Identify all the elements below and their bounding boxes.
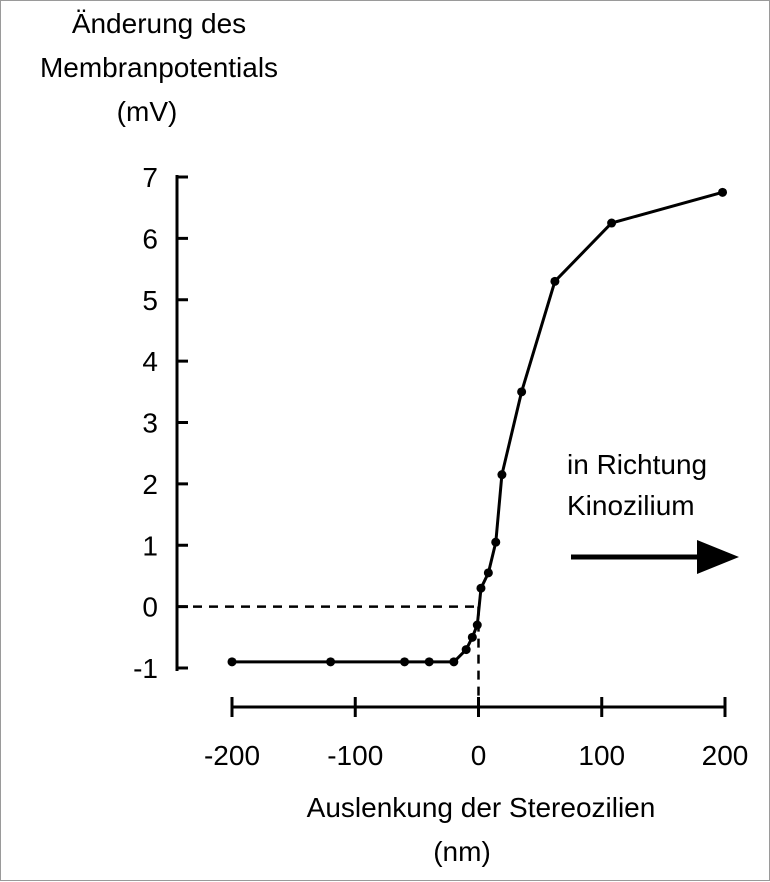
y-tick-label: 7 <box>142 162 158 193</box>
data-point <box>517 387 527 397</box>
y-axis-label-line-3: (mV) <box>117 96 178 127</box>
direction-arrow-icon <box>697 540 739 574</box>
x-axis-label-line-2: (nm) <box>433 836 491 867</box>
y-ticks-group: -1 0 1 2 3 4 5 6 7 <box>133 162 188 684</box>
x-tick-label: 100 <box>578 740 625 771</box>
y-tick-label: 6 <box>142 223 158 254</box>
data-point <box>227 657 237 667</box>
x-tick-label: 200 <box>702 740 749 771</box>
y-axis-label-line-1: Änderung des <box>72 8 246 39</box>
x-tick-label: -200 <box>204 740 260 771</box>
data-point <box>326 657 336 667</box>
data-point <box>491 537 501 547</box>
y-tick-label: 0 <box>142 592 158 623</box>
data-point <box>476 583 486 593</box>
data-point <box>467 632 477 642</box>
data-point <box>461 645 471 655</box>
x-ticks-group: -200 -100 0 100 200 <box>204 697 748 771</box>
y-axis-label-line-2: Membranpotentials <box>40 52 278 83</box>
data-point <box>424 657 434 667</box>
x-axis-label-line-1: Auslenkung der Stereozilien <box>307 792 656 823</box>
data-point <box>497 470 507 480</box>
x-tick-label: -100 <box>327 740 383 771</box>
data-point <box>550 276 560 286</box>
y-tick-label: 2 <box>142 469 158 500</box>
y-tick-label: 3 <box>142 408 158 439</box>
data-point <box>449 657 459 667</box>
y-tick-label: 4 <box>142 346 158 377</box>
data-points-group <box>227 187 728 667</box>
data-point <box>400 657 410 667</box>
data-point <box>607 218 617 228</box>
annotation-line-1: in Richtung <box>567 449 707 480</box>
data-point <box>472 620 482 630</box>
annotation-line-2: Kinozilium <box>567 490 695 521</box>
x-tick-label: 0 <box>471 740 487 771</box>
y-tick-label: 5 <box>142 285 158 316</box>
series-line <box>232 190 723 664</box>
y-tick-label: 1 <box>142 530 158 561</box>
data-point <box>483 568 493 578</box>
data-point <box>718 187 728 197</box>
y-tick-label: -1 <box>133 653 158 684</box>
